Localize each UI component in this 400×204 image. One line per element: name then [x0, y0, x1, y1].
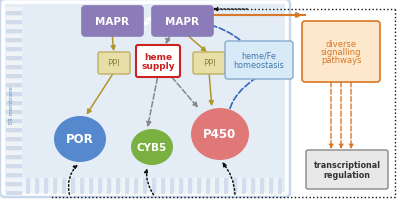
Text: regulation: regulation [324, 170, 370, 179]
Text: MAPR: MAPR [96, 17, 130, 27]
FancyBboxPatch shape [152, 7, 213, 37]
Text: heme: heme [144, 53, 172, 62]
FancyBboxPatch shape [136, 46, 180, 78]
FancyBboxPatch shape [193, 53, 225, 75]
Ellipse shape [54, 116, 106, 162]
FancyBboxPatch shape [98, 53, 130, 75]
Text: ER membrane: ER membrane [10, 86, 14, 123]
Text: PPI: PPI [108, 59, 120, 68]
Text: supply: supply [141, 62, 175, 71]
Text: POR: POR [66, 133, 94, 146]
Text: PPI: PPI [203, 59, 215, 68]
Text: pathways: pathways [321, 56, 361, 65]
Text: diverse: diverse [326, 40, 356, 49]
Ellipse shape [131, 129, 173, 165]
Text: CYB5: CYB5 [137, 142, 167, 152]
FancyBboxPatch shape [302, 22, 380, 83]
Text: MAPR: MAPR [166, 17, 200, 27]
Text: homeostasis: homeostasis [234, 61, 284, 70]
Text: transcriptional: transcriptional [314, 160, 380, 169]
FancyBboxPatch shape [5, 5, 285, 192]
FancyBboxPatch shape [82, 7, 143, 37]
FancyBboxPatch shape [225, 42, 293, 80]
Text: P450: P450 [203, 128, 237, 141]
Text: signalling: signalling [321, 48, 361, 57]
Text: heme/Fe: heme/Fe [242, 51, 276, 60]
FancyBboxPatch shape [306, 150, 388, 189]
Ellipse shape [191, 109, 249, 160]
